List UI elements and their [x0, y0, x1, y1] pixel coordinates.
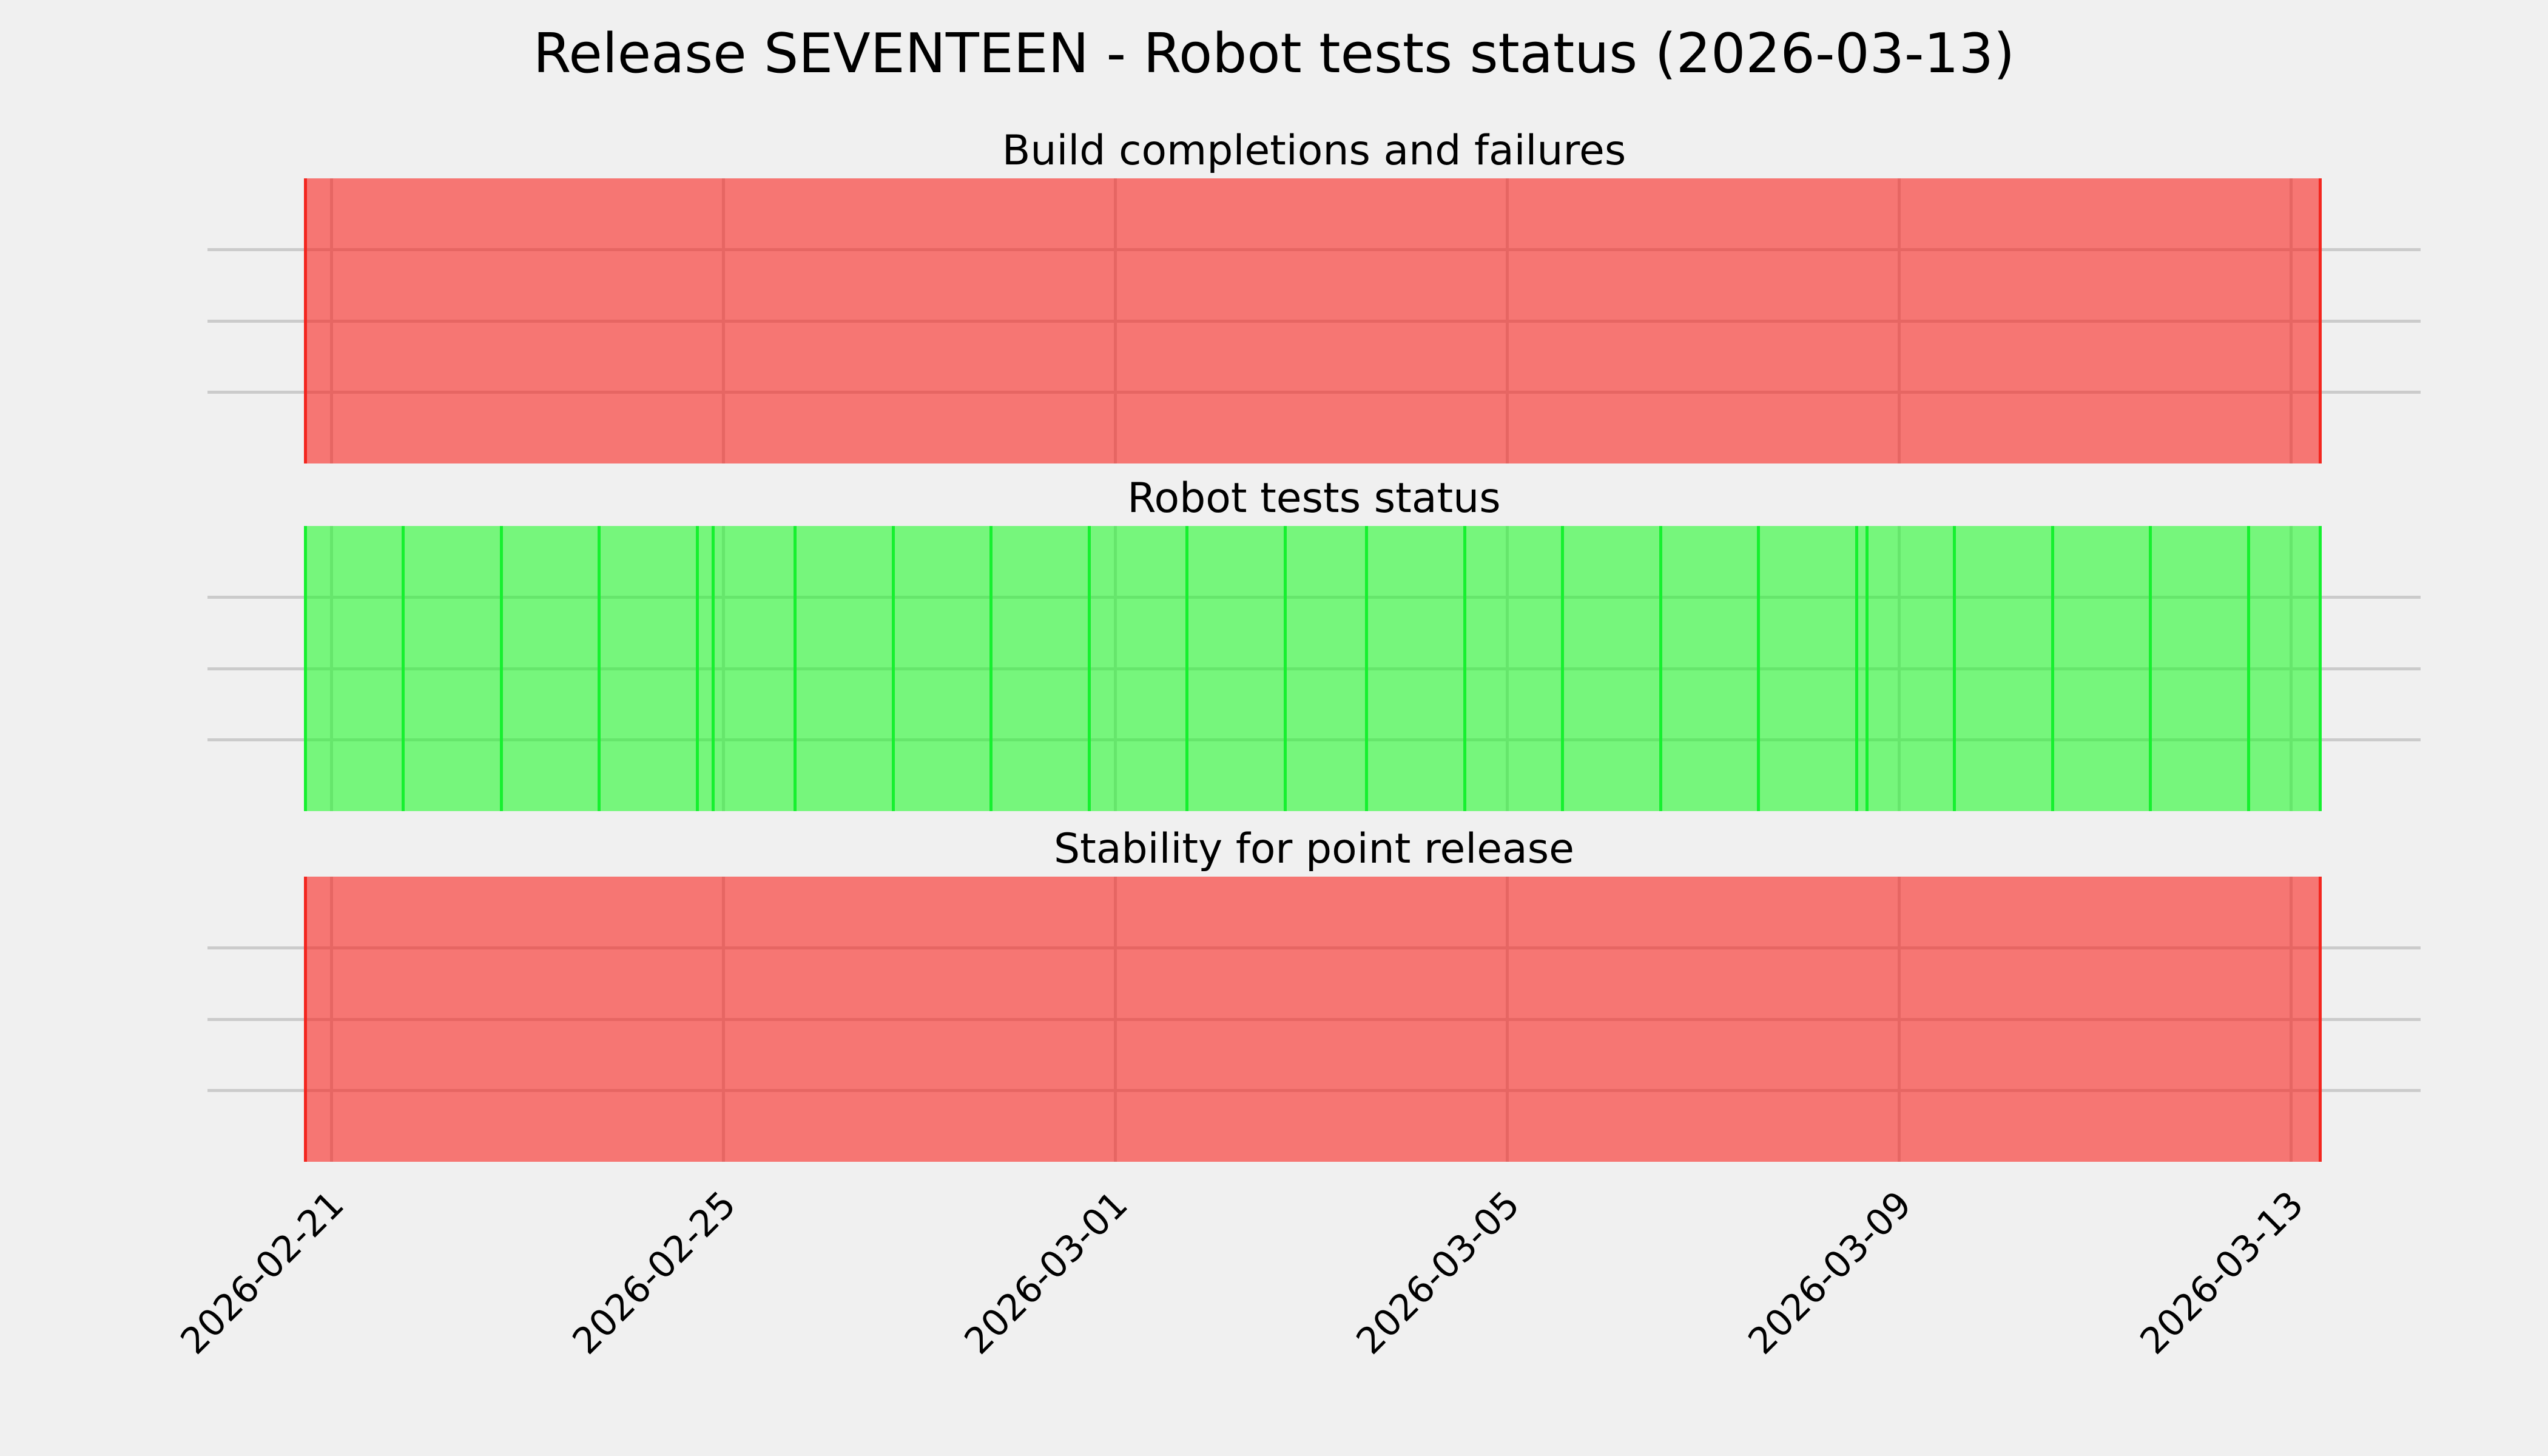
status-span-pass: [305, 526, 2320, 811]
event-line-pass: [892, 526, 895, 811]
x-tick-label: 2026-03-05: [1348, 1183, 1528, 1363]
event-line-pass: [1284, 526, 1287, 811]
subplot-2: Robot tests status: [207, 474, 2421, 811]
subplot-title: Stability for point release: [1054, 825, 1574, 873]
event-line-pass: [500, 526, 503, 811]
event-line-pass: [1953, 526, 1956, 811]
subplot-3: Stability for point release: [207, 825, 2421, 1162]
event-line-pass: [2319, 526, 2322, 811]
status-span-fail: [305, 877, 2320, 1162]
x-tick-label: 2026-03-13: [2132, 1183, 2312, 1363]
event-line-pass: [1365, 526, 1368, 811]
event-line-fail: [304, 178, 307, 463]
subplot-1: Build completions and failures: [207, 127, 2421, 463]
event-line-pass: [2247, 526, 2250, 811]
event-line-fail: [2319, 877, 2322, 1162]
figure-title: Release SEVENTEEN - Robot tests status (…: [533, 22, 2015, 86]
subplot-title: Build completions and failures: [1002, 127, 1626, 175]
event-line-pass: [794, 526, 797, 811]
event-line-pass: [1757, 526, 1760, 811]
event-line-pass: [2149, 526, 2152, 811]
event-line-pass: [1866, 526, 1869, 811]
event-line-pass: [1185, 526, 1188, 811]
x-tick-label: 2026-02-25: [564, 1183, 744, 1363]
x-tick-label: 2026-02-21: [172, 1183, 352, 1363]
event-line-pass: [1659, 526, 1662, 811]
event-line-pass: [304, 526, 307, 811]
event-line-pass: [1088, 526, 1091, 811]
event-line-pass: [696, 526, 699, 811]
event-line-pass: [598, 526, 601, 811]
event-line-pass: [1855, 526, 1858, 811]
event-line-pass: [989, 526, 993, 811]
x-tick-label: 2026-03-09: [1740, 1183, 1920, 1363]
event-line-pass: [402, 526, 405, 811]
event-line-fail: [2319, 178, 2322, 463]
event-line-fail: [304, 877, 307, 1162]
x-tick-label: 2026-03-01: [956, 1183, 1136, 1363]
status-span-fail: [305, 178, 2320, 463]
event-line-pass: [1463, 526, 1466, 811]
event-line-pass: [1561, 526, 1564, 811]
event-line-pass: [712, 526, 715, 811]
event-line-pass: [2051, 526, 2054, 811]
subplot-title: Robot tests status: [1127, 474, 1501, 522]
